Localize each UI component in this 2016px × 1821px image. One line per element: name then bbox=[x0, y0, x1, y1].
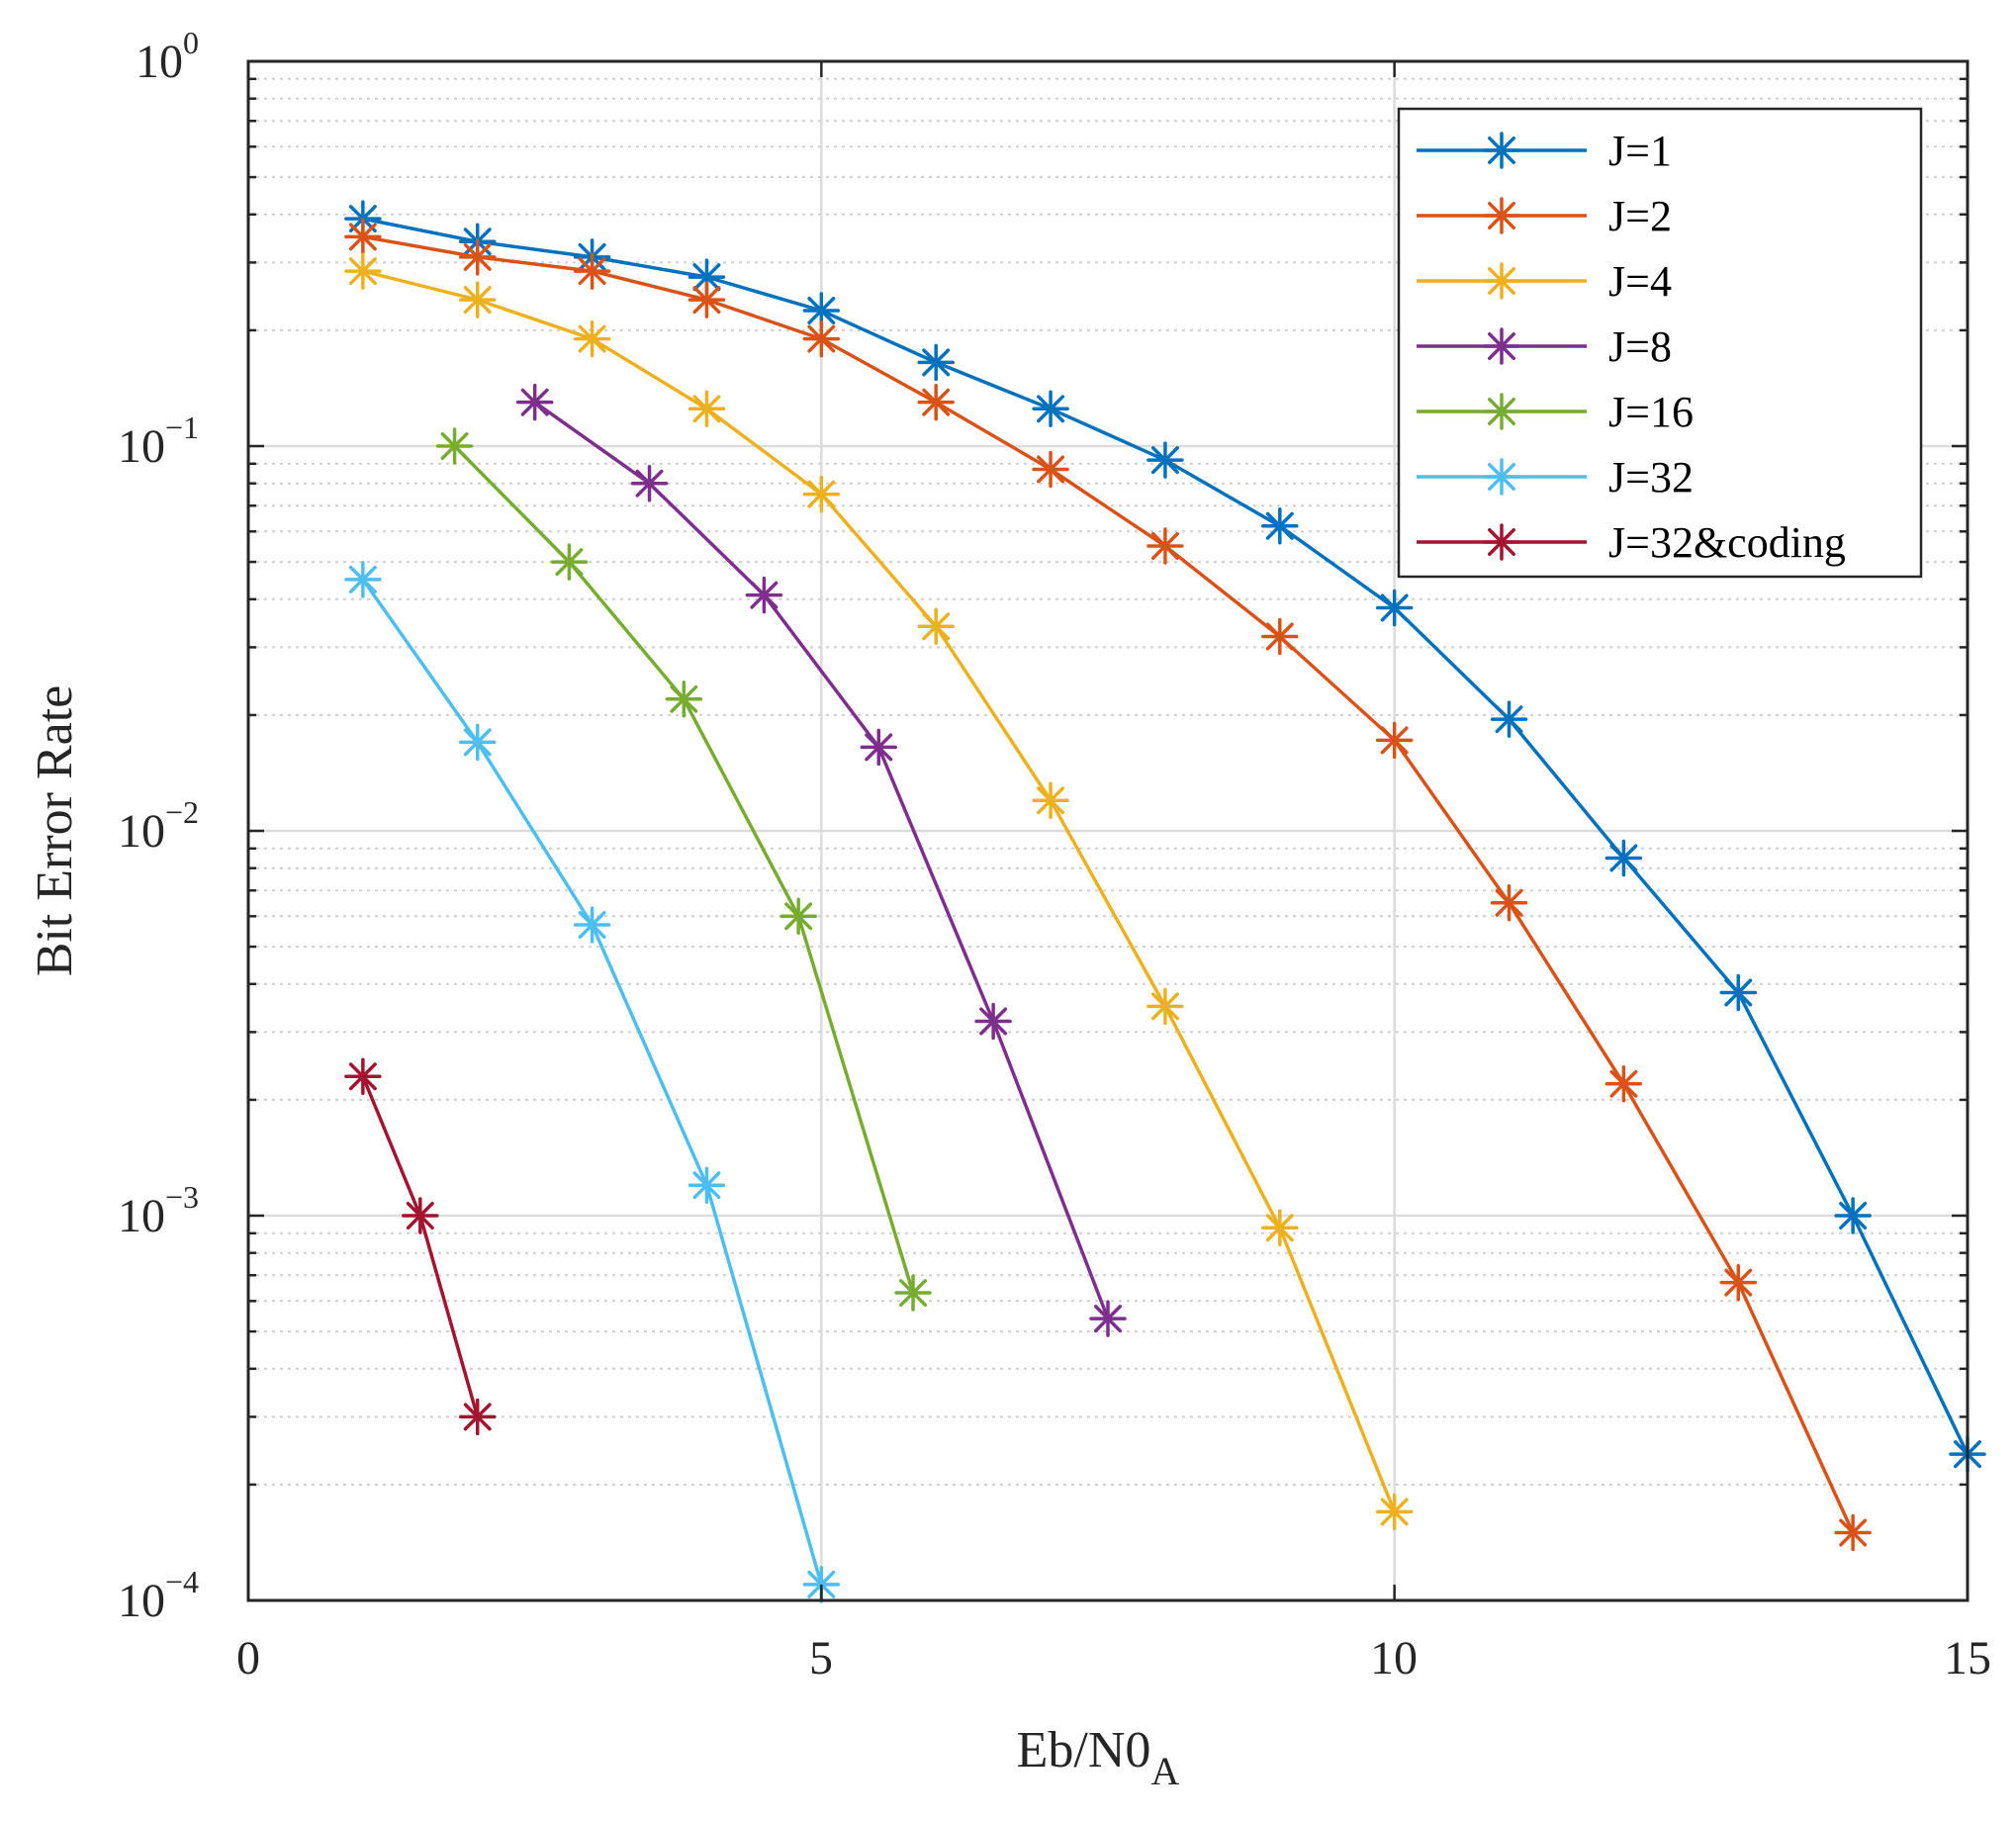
legend-item: J=8 bbox=[1417, 322, 1672, 371]
data-point-marker bbox=[1261, 1209, 1299, 1247]
series-J=16 bbox=[435, 427, 932, 1312]
data-point-marker bbox=[344, 218, 382, 256]
data-point-marker bbox=[458, 723, 497, 762]
data-point-marker bbox=[573, 319, 611, 358]
legend-item: J=1 bbox=[1417, 127, 1672, 175]
data-point-marker bbox=[458, 238, 497, 276]
data-point-marker bbox=[402, 1197, 439, 1234]
legend-item: J=4 bbox=[1417, 257, 1672, 306]
legend-marker bbox=[1483, 458, 1520, 496]
data-point-marker bbox=[1604, 839, 1643, 877]
x-axis-title: Eb/N0A bbox=[1017, 1722, 1180, 1793]
legend-item: J=32 bbox=[1417, 453, 1694, 501]
y-tick-label: 10−4 bbox=[118, 1564, 199, 1627]
data-point-marker bbox=[1375, 721, 1414, 760]
data-point-marker bbox=[917, 607, 955, 646]
data-point-marker bbox=[687, 390, 726, 428]
x-tick-label: 0 bbox=[236, 1632, 260, 1684]
data-point-marker bbox=[1834, 1197, 1872, 1234]
legend-marker bbox=[1483, 132, 1520, 169]
data-point-marker bbox=[802, 475, 841, 513]
data-point-marker bbox=[344, 252, 382, 290]
data-point-marker bbox=[802, 319, 841, 358]
series-J=2 bbox=[344, 218, 1872, 1552]
data-point-marker bbox=[1490, 884, 1528, 922]
data-point-marker bbox=[1146, 987, 1184, 1026]
legend-marker bbox=[1483, 523, 1520, 561]
series-line bbox=[362, 269, 1397, 1513]
data-point-marker bbox=[1490, 700, 1528, 738]
data-point-marker bbox=[687, 258, 726, 296]
data-point-marker bbox=[665, 681, 703, 718]
legend-item: J=2 bbox=[1417, 192, 1672, 240]
y-tick-label: 100 bbox=[136, 25, 199, 88]
data-point-marker bbox=[1089, 1300, 1127, 1337]
legend-label: J=2 bbox=[1608, 192, 1672, 240]
data-point-marker bbox=[458, 1398, 497, 1436]
series-J=4 bbox=[344, 252, 1414, 1531]
data-point-marker bbox=[515, 383, 554, 421]
series-J=8 bbox=[515, 383, 1127, 1337]
data-point-marker bbox=[974, 1002, 1012, 1041]
legend-items: J=1 J=2 J=4 J=8 J=16 J=32 J=32&coding bbox=[1417, 127, 1846, 567]
legend-label: J=1 bbox=[1608, 127, 1672, 175]
data-point-marker bbox=[687, 1166, 726, 1204]
series-line bbox=[362, 234, 1855, 1534]
data-point-marker bbox=[573, 906, 611, 944]
x-tick-label: 15 bbox=[1944, 1632, 1991, 1684]
legend-label: J=32 bbox=[1608, 453, 1694, 501]
legend-marker bbox=[1483, 393, 1520, 430]
y-tick-label: 10−1 bbox=[118, 410, 199, 473]
data-point-marker bbox=[779, 897, 817, 936]
data-point-marker bbox=[860, 728, 898, 767]
data-point-marker bbox=[630, 464, 669, 502]
data-point-marker bbox=[917, 343, 955, 382]
data-point-marker bbox=[1834, 1513, 1872, 1552]
legend-marker bbox=[1483, 197, 1520, 234]
legend-marker bbox=[1483, 262, 1520, 300]
data-point-marker bbox=[550, 543, 589, 581]
data-point-marker bbox=[458, 281, 497, 319]
data-point-marker bbox=[1032, 781, 1069, 819]
data-point-marker bbox=[894, 1274, 932, 1312]
data-point-marker bbox=[1146, 527, 1184, 565]
data-point-marker bbox=[1146, 441, 1184, 479]
data-point-marker bbox=[687, 281, 726, 319]
legend-label: J=4 bbox=[1608, 257, 1672, 306]
y-tick-label: 10−3 bbox=[118, 1179, 199, 1242]
data-point-marker bbox=[1261, 617, 1299, 656]
legend-item: J=16 bbox=[1417, 388, 1694, 436]
data-point-marker bbox=[745, 576, 783, 614]
data-point-marker bbox=[1719, 1263, 1758, 1302]
legend-label: J=32&coding bbox=[1608, 518, 1846, 567]
legend-item: J=32&coding bbox=[1417, 518, 1846, 567]
legend-label: J=8 bbox=[1608, 322, 1672, 371]
y-tick-label: 10−2 bbox=[118, 794, 199, 858]
data-point-marker bbox=[344, 561, 382, 598]
data-point-marker bbox=[573, 252, 611, 290]
series-line bbox=[533, 401, 1110, 1320]
data-point-marker bbox=[435, 427, 474, 465]
x-tick-label: 5 bbox=[809, 1632, 833, 1684]
data-point-marker bbox=[1032, 450, 1069, 489]
legend: J=1 J=2 J=4 J=8 J=16 J=32 J=32&coding bbox=[1397, 107, 1923, 579]
x-tick-labels: 0 5 10 15 bbox=[236, 1632, 1991, 1684]
data-point-marker bbox=[1719, 973, 1758, 1012]
y-tick-labels: 100 10−1 10−2 10−3 10−4 bbox=[118, 25, 199, 1627]
legend-box bbox=[1397, 107, 1923, 579]
data-point-marker bbox=[344, 1057, 382, 1096]
data-point-marker bbox=[1375, 1493, 1414, 1531]
data-point-marker bbox=[1032, 390, 1069, 428]
y-axis-title: Bit Error Rate bbox=[27, 685, 83, 977]
series-J=32&coding bbox=[344, 1057, 497, 1436]
axis-ticks bbox=[246, 59, 1970, 1602]
data-point-marker bbox=[1604, 1065, 1643, 1103]
legend-marker bbox=[1483, 327, 1520, 365]
data-point-marker bbox=[917, 383, 955, 421]
legend-label: J=16 bbox=[1608, 388, 1694, 436]
x-tick-label: 10 bbox=[1370, 1632, 1418, 1684]
data-point-marker bbox=[1261, 507, 1299, 545]
data-point-marker bbox=[1375, 589, 1414, 627]
